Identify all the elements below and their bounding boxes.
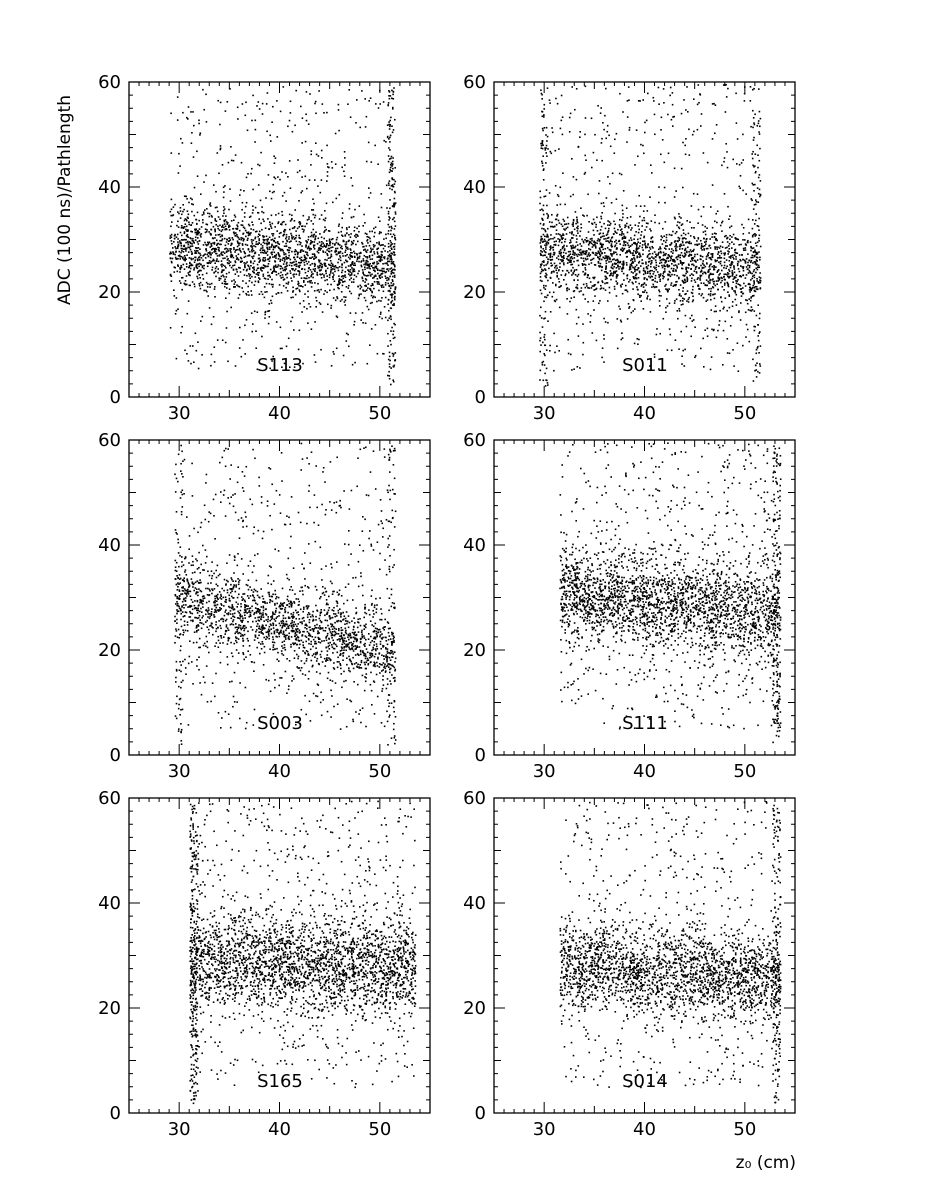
- y-tick-label: 20: [463, 640, 486, 661]
- scatter-points: [189, 801, 416, 1105]
- y-ticks: [129, 82, 430, 397]
- scatter-points: [560, 801, 782, 1103]
- x-tick-label: 50: [733, 1119, 756, 1140]
- y-tick-label: 20: [463, 998, 486, 1019]
- x-ticks: [494, 82, 795, 397]
- x-axis-title: z₀ (cm): [736, 1153, 796, 1173]
- scatter-points: [169, 86, 396, 385]
- scatter-panel-s165: 30 40 50 0 20 40 60 S165: [98, 788, 430, 1140]
- scatter-panel-s003: 30 40 50 0 20 40 60 S003: [98, 430, 430, 782]
- panel-label: S003: [257, 713, 303, 734]
- y-tick-label: 60: [98, 72, 121, 93]
- y-tick-label: 20: [98, 998, 121, 1019]
- y-tick-label: 0: [110, 745, 121, 766]
- plot-frame: [494, 82, 795, 397]
- x-tick-label: 50: [368, 761, 391, 782]
- plot-frame: [129, 798, 430, 1113]
- plot-frame: [129, 82, 430, 397]
- x-ticks: [129, 82, 430, 397]
- y-tick-label: 40: [463, 893, 486, 914]
- y-ticks: [129, 798, 430, 1113]
- x-tick-label: 30: [168, 761, 191, 782]
- x-ticks: [129, 798, 430, 1113]
- x-tick-label: 40: [268, 761, 291, 782]
- panel-label: S014: [622, 1071, 668, 1092]
- y-ticks: [129, 440, 430, 755]
- x-tick-label: 40: [268, 403, 291, 424]
- x-tick-label: 50: [733, 761, 756, 782]
- x-tick-label: 30: [533, 761, 556, 782]
- x-ticks: [129, 440, 430, 755]
- x-tick-label: 40: [633, 403, 656, 424]
- scatter-points: [559, 442, 781, 743]
- y-tick-label: 40: [98, 893, 121, 914]
- x-tick-label: 30: [168, 403, 191, 424]
- y-tick-label: 60: [463, 72, 486, 93]
- y-tick-label: 0: [475, 1103, 486, 1124]
- y-tick-label: 0: [475, 387, 486, 408]
- x-tick-label: 40: [268, 1119, 291, 1140]
- scatter-points: [539, 84, 761, 387]
- y-tick-label: 20: [98, 640, 121, 661]
- y-tick-label: 0: [475, 745, 486, 766]
- panel-label: S113: [257, 355, 303, 376]
- y-tick-label: 0: [110, 1103, 121, 1124]
- y-tick-label: 0: [110, 387, 121, 408]
- x-tick-label: 30: [533, 403, 556, 424]
- panel-label: S011: [622, 355, 668, 376]
- y-tick-label: 20: [463, 282, 486, 303]
- scatter-points: [174, 443, 396, 746]
- y-tick-label: 40: [98, 535, 121, 556]
- y-tick-label: 20: [98, 282, 121, 303]
- x-tick-label: 30: [533, 1119, 556, 1140]
- y-ticks: [494, 82, 795, 397]
- y-tick-label: 60: [98, 430, 121, 451]
- y-tick-label: 60: [463, 430, 486, 451]
- y-tick-label: 40: [463, 535, 486, 556]
- x-tick-label: 40: [633, 761, 656, 782]
- scatter-panel-s011: 30 40 50 0 20 40 60 S011: [463, 72, 795, 424]
- x-tick-label: 50: [368, 403, 391, 424]
- scatter-panel-s014: 30 40 50 0 20 40 60 S014: [463, 788, 795, 1140]
- x-tick-label: 50: [368, 1119, 391, 1140]
- y-tick-label: 60: [463, 788, 486, 809]
- panel-label: S165: [257, 1071, 303, 1092]
- y-tick-label: 40: [463, 177, 486, 198]
- scatter-panel-s111: 30 40 50 0 20 40 60 S111: [463, 430, 795, 782]
- x-tick-label: 40: [633, 1119, 656, 1140]
- plot-frame: [129, 440, 430, 755]
- scatter-panel-s113: 30 40 50 0 20 40 60 S113: [98, 72, 430, 424]
- y-tick-label: 40: [98, 177, 121, 198]
- x-tick-label: 30: [168, 1119, 191, 1140]
- panel-label: S111: [622, 713, 668, 734]
- x-tick-label: 50: [733, 403, 756, 424]
- y-axis-title: ADC (100 ns)/Pathlength: [55, 95, 75, 305]
- y-tick-label: 60: [98, 788, 121, 809]
